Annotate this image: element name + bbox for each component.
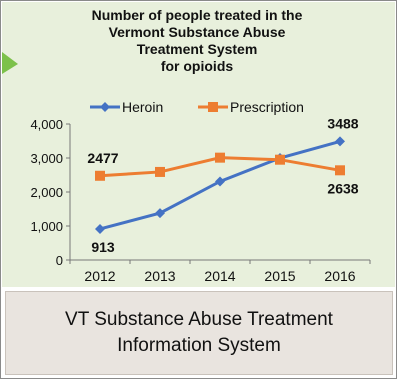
chart-title: Number of people treated in the Vermont … bbox=[92, 7, 303, 74]
data-point-prescription bbox=[335, 165, 345, 176]
x-tick-label: 2015 bbox=[264, 268, 295, 284]
chart-title-line: for opioids bbox=[161, 58, 234, 74]
data-label: 913 bbox=[91, 239, 115, 255]
series-layer bbox=[95, 136, 345, 234]
data-point-heroin bbox=[155, 208, 165, 219]
y-tick-label: 1,000 bbox=[30, 219, 63, 234]
y-tick-label: 4,000 bbox=[30, 117, 63, 132]
axes: 0 1,000 2,000 3,000 4,000 2012 2013 2014 2015 201… bbox=[30, 117, 371, 284]
data-point-prescription bbox=[155, 166, 165, 177]
data-point-heroin bbox=[95, 223, 105, 234]
x-tick-label: 2013 bbox=[144, 268, 175, 284]
x-tick-label: 2012 bbox=[84, 268, 115, 284]
data-label: 2638 bbox=[327, 180, 358, 196]
data-point-heroin bbox=[335, 136, 345, 147]
decorative-triangle bbox=[2, 52, 18, 74]
chart-title-line: Treatment System bbox=[137, 41, 258, 57]
source-caption-panel: VT Substance Abuse Treatment Information… bbox=[5, 291, 393, 375]
y-tick-label: 2,000 bbox=[30, 185, 63, 200]
legend: Heroin Prescription bbox=[90, 99, 304, 115]
data-point-heroin bbox=[215, 176, 225, 187]
chart-title-line: Number of people treated in the bbox=[92, 7, 303, 23]
legend-swatch-marker bbox=[100, 102, 110, 112]
legend-swatch-marker bbox=[208, 102, 218, 112]
y-tick-label: 3,000 bbox=[30, 151, 63, 166]
source-caption: VT Substance Abuse Treatment Information… bbox=[65, 309, 333, 356]
chart-panel: Number of people treated in the Vermont … bbox=[2, 2, 395, 287]
data-point-prescription bbox=[95, 170, 105, 181]
y-tick-label: 0 bbox=[56, 253, 63, 268]
data-labels-layer: 2477 913 3488 2638 bbox=[87, 115, 358, 255]
legend-label: Prescription bbox=[230, 99, 304, 115]
x-tick-label: 2014 bbox=[204, 268, 235, 284]
opioid-treatment-line-chart: Number of people treated in the Vermont … bbox=[2, 7, 371, 284]
data-point-prescription bbox=[215, 152, 225, 163]
data-label: 3488 bbox=[327, 115, 358, 131]
chart-title-line: Vermont Substance Abuse bbox=[109, 24, 286, 40]
data-point-prescription bbox=[275, 154, 285, 165]
x-tick-label: 2016 bbox=[324, 268, 355, 284]
data-label: 2477 bbox=[87, 150, 118, 166]
legend-label: Heroin bbox=[122, 99, 163, 115]
